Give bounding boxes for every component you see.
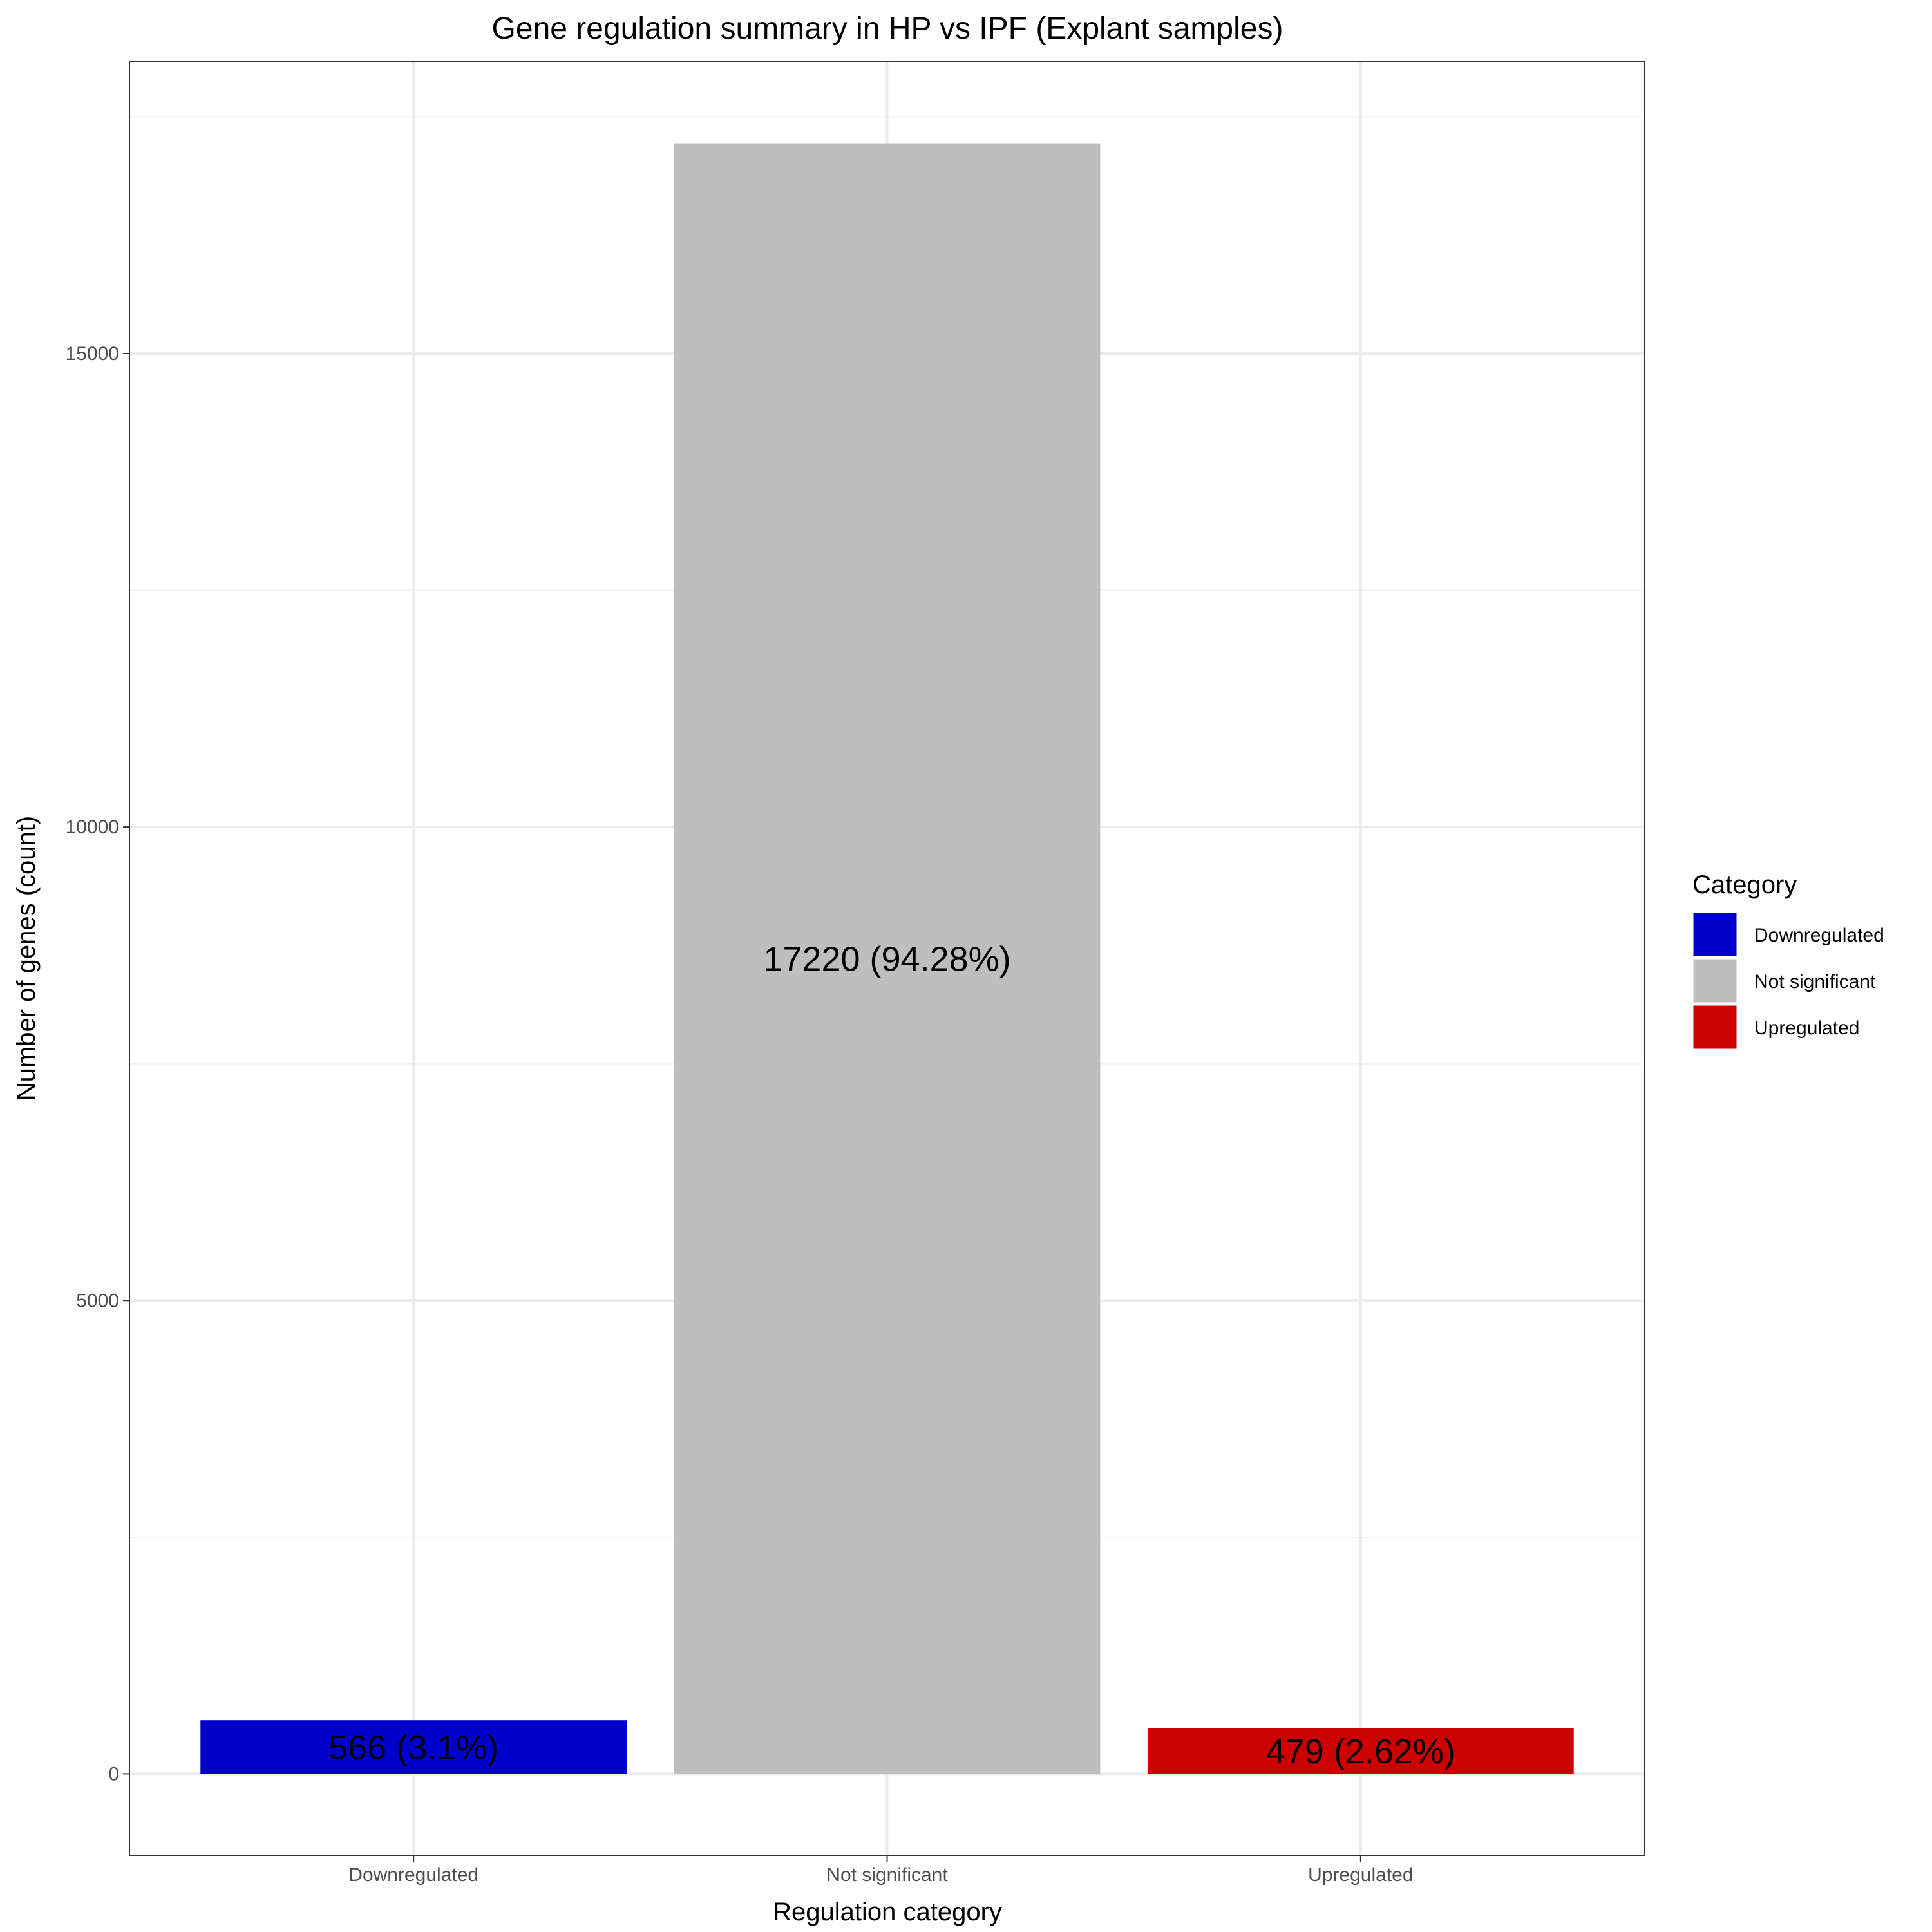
y-tick-label: 10000: [66, 817, 119, 838]
legend-swatch: [1691, 911, 1739, 958]
bar-downregulated: [200, 1720, 627, 1774]
x-axis-title: Regulation category: [773, 1898, 1002, 1926]
legend-items: Downregulated Not significant Upregulated: [1691, 911, 1884, 1051]
x-tick-label: Downregulated: [348, 1864, 478, 1886]
chart-title: Gene regulation summary in HP vs IPF (Ex…: [492, 12, 1283, 46]
legend-label: Not significant: [1754, 971, 1876, 992]
x-tick-label: Upregulated: [1308, 1864, 1413, 1886]
x-axis: Downregulated Not significant Upregulated: [348, 1855, 1414, 1886]
bar-labels: 566 (3.1%) 17220 (94.28%) 479 (2.62%): [328, 940, 1455, 1772]
y-tick-label: 0: [108, 1763, 119, 1785]
legend-swatch: [1691, 1003, 1739, 1051]
bars: [200, 143, 1574, 1774]
y-axis-title: Number of genes (count): [12, 816, 41, 1101]
data-label: 17220 (94.28%): [763, 940, 1010, 979]
bar-upregulated: [1147, 1728, 1574, 1774]
y-tick-label: 5000: [76, 1290, 119, 1311]
legend: Category Downregulated Not significant Upr…: [1691, 871, 1884, 1051]
y-tick-label: 15000: [66, 343, 119, 365]
legend-label: Upregulated: [1754, 1018, 1859, 1039]
data-label: 566 (3.1%): [328, 1728, 498, 1767]
y-axis: 0 5000 10000 15000: [66, 343, 129, 1785]
data-label: 479 (2.62%): [1266, 1732, 1455, 1771]
legend-swatch: [1691, 957, 1739, 1005]
x-tick-label: Not significant: [826, 1864, 948, 1886]
legend-label: Downregulated: [1754, 925, 1884, 946]
legend-title: Category: [1692, 871, 1797, 899]
bar-not-significant: [674, 143, 1101, 1774]
